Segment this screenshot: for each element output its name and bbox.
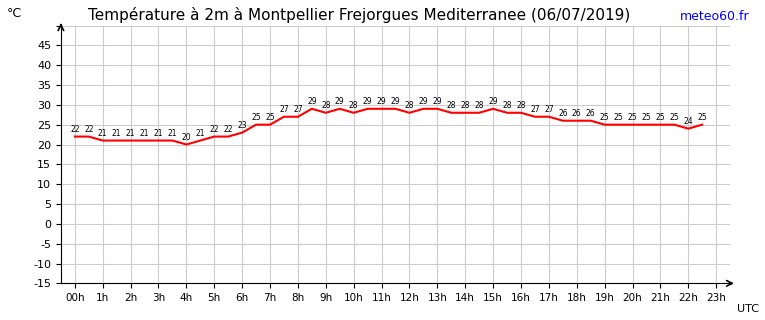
Text: 24: 24 bbox=[683, 117, 693, 126]
Text: 22: 22 bbox=[210, 125, 219, 134]
Text: UTC: UTC bbox=[737, 304, 759, 314]
Text: 25: 25 bbox=[251, 113, 261, 122]
Text: 25: 25 bbox=[600, 113, 610, 122]
Text: 28: 28 bbox=[349, 101, 359, 110]
Text: 28: 28 bbox=[321, 101, 330, 110]
Text: Température à 2m à Montpellier Frejorgues Mediterranee (06/07/2019): Température à 2m à Montpellier Frejorgue… bbox=[88, 7, 630, 23]
Text: 21: 21 bbox=[112, 129, 122, 138]
Text: 26: 26 bbox=[572, 109, 581, 118]
Text: 23: 23 bbox=[237, 121, 247, 130]
Text: 29: 29 bbox=[432, 97, 442, 107]
Text: 29: 29 bbox=[307, 97, 317, 107]
Text: 21: 21 bbox=[196, 129, 205, 138]
Text: 29: 29 bbox=[376, 97, 386, 107]
Text: 21: 21 bbox=[126, 129, 135, 138]
Text: 27: 27 bbox=[279, 105, 289, 114]
Text: 28: 28 bbox=[461, 101, 470, 110]
Text: 26: 26 bbox=[586, 109, 595, 118]
Y-axis label: °C: °C bbox=[7, 7, 22, 20]
Text: 29: 29 bbox=[363, 97, 373, 107]
Text: 21: 21 bbox=[168, 129, 177, 138]
Text: 27: 27 bbox=[293, 105, 303, 114]
Text: 29: 29 bbox=[391, 97, 400, 107]
Text: 25: 25 bbox=[265, 113, 275, 122]
Text: 25: 25 bbox=[669, 113, 679, 122]
Text: 25: 25 bbox=[698, 113, 707, 122]
Text: 28: 28 bbox=[474, 101, 484, 110]
Text: 28: 28 bbox=[405, 101, 414, 110]
Text: 25: 25 bbox=[628, 113, 637, 122]
Text: 22: 22 bbox=[223, 125, 233, 134]
Text: 21: 21 bbox=[154, 129, 163, 138]
Text: 27: 27 bbox=[530, 105, 540, 114]
Text: 25: 25 bbox=[642, 113, 651, 122]
Text: 29: 29 bbox=[418, 97, 428, 107]
Text: 25: 25 bbox=[656, 113, 666, 122]
Text: 20: 20 bbox=[181, 133, 191, 142]
Text: 27: 27 bbox=[544, 105, 554, 114]
Text: 22: 22 bbox=[84, 125, 93, 134]
Text: 26: 26 bbox=[558, 109, 568, 118]
Text: meteo60.fr: meteo60.fr bbox=[680, 10, 750, 23]
Text: 28: 28 bbox=[516, 101, 526, 110]
Text: 21: 21 bbox=[98, 129, 107, 138]
Text: 25: 25 bbox=[614, 113, 623, 122]
Text: 21: 21 bbox=[140, 129, 149, 138]
Text: 28: 28 bbox=[447, 101, 456, 110]
Text: 22: 22 bbox=[70, 125, 80, 134]
Text: 29: 29 bbox=[335, 97, 344, 107]
Text: 28: 28 bbox=[503, 101, 512, 110]
Text: 29: 29 bbox=[488, 97, 498, 107]
